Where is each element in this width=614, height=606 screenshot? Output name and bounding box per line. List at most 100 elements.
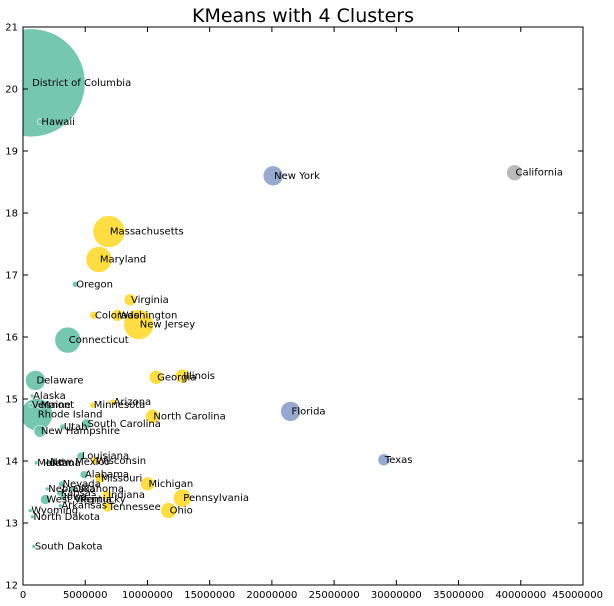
point-label-massachusetts: Massachusetts xyxy=(110,227,184,238)
point-idaho xyxy=(42,460,48,466)
point-label-colorado: Colorado xyxy=(95,310,140,321)
point-west-virginia xyxy=(40,494,51,505)
point-label-virginia: Virginia xyxy=(131,295,169,306)
point-label-arizona: Arizona xyxy=(114,397,152,408)
point-label-wisconsin: Wisconsin xyxy=(96,456,146,467)
y-tick-label: 19 xyxy=(5,147,18,158)
point-label-district-of-columbia: District of Columbia xyxy=(32,78,131,89)
point-new-york xyxy=(262,165,284,187)
point-label-illinois: Illinois xyxy=(183,371,215,382)
point-district-of-columbia xyxy=(23,28,86,138)
point-label-connecticut: Connecticut xyxy=(69,335,129,346)
y-tick-label: 16 xyxy=(5,333,18,344)
point-label-new-jersey: New Jersey xyxy=(140,320,196,331)
y-tick-label: 14 xyxy=(5,457,18,468)
point-alabama xyxy=(79,470,89,479)
point-vermont xyxy=(28,402,34,408)
point-label-texas: Texas xyxy=(384,455,413,466)
point-label-rhode-island: Rhode Island xyxy=(38,410,103,421)
point-label-utah: Utah xyxy=(64,422,88,433)
point-hawaii xyxy=(37,118,44,126)
point-label-tennessee: Tennessee xyxy=(108,502,161,513)
point-label-oklahoma: Oklahoma xyxy=(73,484,124,495)
point-utah xyxy=(59,423,67,431)
point-label-north-carolina: North Carolina xyxy=(153,411,225,422)
point-illinois xyxy=(174,368,190,384)
point-connecticut xyxy=(54,326,82,354)
point-california xyxy=(506,164,523,181)
point-label-florida: Florida xyxy=(292,406,326,417)
point-washington xyxy=(111,308,124,322)
point-virginia xyxy=(123,293,137,307)
point-alaska xyxy=(29,393,35,399)
x-tick-label: 30000000 xyxy=(371,590,422,601)
point-label-south-dakota: South Dakota xyxy=(35,542,103,553)
axis-ticks: 0 5000000 10000000 15000000 20000000 25000000… xyxy=(5,23,603,602)
point-louisiana xyxy=(76,451,86,461)
point-wisconsin xyxy=(90,456,100,466)
point-south-carolina xyxy=(81,418,92,430)
y-tick-label: 13 xyxy=(5,519,18,530)
x-tick-label: 20000000 xyxy=(246,590,297,601)
point-label-georgia: Georgia xyxy=(157,372,196,383)
point-massachusetts xyxy=(92,215,126,248)
point-north-carolina xyxy=(145,409,160,424)
x-tick-label: 15000000 xyxy=(184,590,235,601)
point-label-michigan: Michigan xyxy=(148,479,193,490)
y-tick-label: 21 xyxy=(5,23,18,34)
point-texas xyxy=(377,453,391,467)
point-label-maine: Maine xyxy=(41,400,71,411)
labels-layer: District of Columbia Hawaii New York Califo… xyxy=(31,78,563,553)
point-ohio xyxy=(160,502,177,519)
point-label-montana: Montana xyxy=(37,458,81,469)
point-label-kentucky: Kentucky xyxy=(80,494,126,505)
point-label-alabama: Alabama xyxy=(85,470,129,481)
x-tick-label: 25000000 xyxy=(309,590,360,601)
point-colorado xyxy=(89,310,99,320)
point-nebraska xyxy=(44,486,50,492)
point-label-california: California xyxy=(516,168,564,179)
point-label-iowa: Iowa xyxy=(64,492,87,503)
point-indiana xyxy=(101,489,113,501)
point-label-new-hampshire: New Hampshire xyxy=(41,426,120,437)
point-label-oregon: Oregon xyxy=(76,279,113,290)
point-tennessee xyxy=(102,501,113,513)
point-label-wyoming: Wyoming xyxy=(31,506,78,517)
x-tick-label: 5000000 xyxy=(63,590,108,601)
point-minnesota xyxy=(89,401,96,409)
point-label-south-carolina: South Carolina xyxy=(87,419,160,430)
point-south-dakota xyxy=(31,544,37,549)
point-label-nevada: Nevada xyxy=(63,479,101,490)
point-label-indiana: Indiana xyxy=(108,490,145,501)
point-label-ohio: Ohio xyxy=(170,506,193,517)
point-label-new-york: New York xyxy=(274,171,320,182)
point-label-new-mexico: New Mexico xyxy=(50,457,110,468)
point-label-nebraska: Nebraska xyxy=(48,484,95,495)
point-iowa xyxy=(59,493,67,501)
point-label-minnesota: Minnesota xyxy=(94,400,146,411)
point-north-dakota xyxy=(30,514,35,520)
point-label-hawaii: Hawaii xyxy=(41,117,75,128)
point-label-arkansas: Arkansas xyxy=(61,501,107,512)
x-tick-label: 40000000 xyxy=(495,590,546,601)
point-maine xyxy=(36,401,44,409)
y-tick-label: 18 xyxy=(5,209,18,220)
point-label-north-dakota: North Dakota xyxy=(33,512,100,523)
point-arkansas xyxy=(58,503,63,508)
x-tick-label: 0 xyxy=(20,590,26,601)
y-tick-label: 15 xyxy=(5,395,18,406)
point-label-vermont: Vermont xyxy=(32,400,74,411)
y-tick-label: 20 xyxy=(5,85,18,96)
point-maryland xyxy=(85,246,113,273)
point-georgia xyxy=(148,369,164,385)
point-montana xyxy=(33,460,39,466)
point-label-kansas: Kansas xyxy=(61,488,96,499)
point-label-missouri: Missouri xyxy=(101,473,142,484)
point-label-west-virginia: West Virginia xyxy=(46,494,111,505)
point-new-hampshire xyxy=(33,424,47,438)
plot-frame xyxy=(22,26,584,586)
point-wyoming xyxy=(27,508,33,513)
point-florida xyxy=(280,401,301,422)
point-label-louisiana: Louisiana xyxy=(82,451,129,462)
